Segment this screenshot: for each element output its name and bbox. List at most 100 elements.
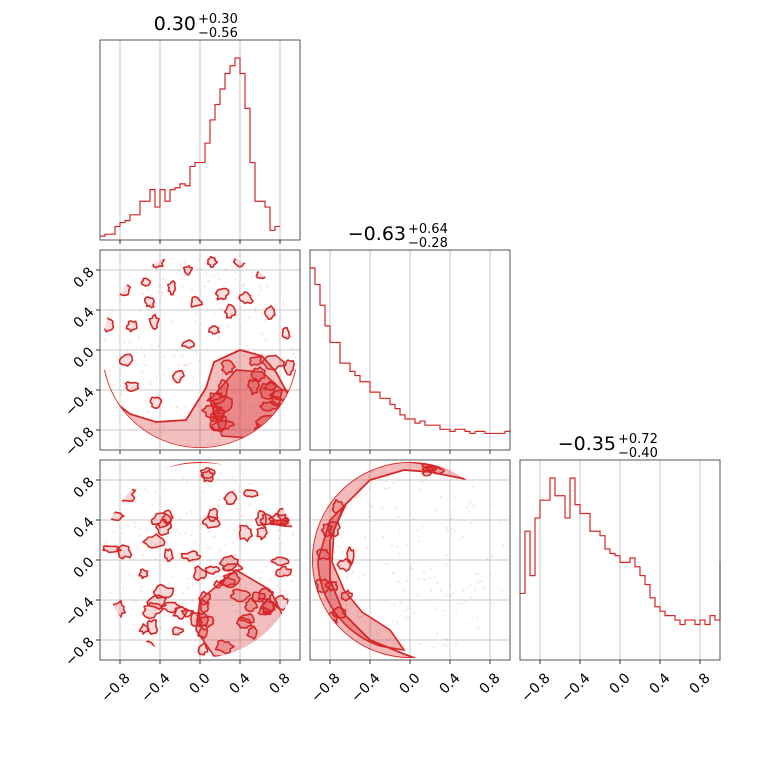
scatter-point [116, 545, 119, 548]
scatter-point [220, 575, 223, 578]
scatter-point [476, 482, 479, 485]
scatter-point [444, 563, 447, 566]
scatter-point [115, 441, 118, 444]
scatter-point [270, 351, 273, 354]
scatter-point [346, 576, 349, 579]
scatter-point [150, 541, 153, 544]
contour-blob [320, 523, 333, 538]
scatter-point [134, 273, 137, 276]
scatter-point [150, 547, 153, 550]
scatter-point [478, 463, 481, 466]
scatter-point [404, 610, 407, 613]
scatter-point [180, 285, 183, 288]
scatter-point [102, 565, 103, 568]
scatter-point [184, 532, 187, 535]
scatter-point [112, 404, 115, 407]
scatter-point [291, 635, 294, 638]
scatter-point [199, 517, 202, 520]
contour-blob [327, 611, 339, 630]
scatter-point [363, 574, 366, 577]
scatter-point [246, 376, 249, 379]
scatter-point [214, 619, 217, 622]
scatter-point [503, 471, 506, 474]
scatter-point [250, 604, 253, 607]
scatter-point [358, 493, 361, 496]
scatter-point [344, 507, 347, 510]
title-value: −0.35 [558, 433, 616, 455]
scatter-point [474, 645, 477, 648]
contour-blob [260, 599, 277, 616]
scatter-point [155, 490, 158, 493]
scatter-point [450, 594, 453, 597]
scatter-point [223, 564, 226, 567]
scatter-point [483, 476, 486, 479]
scatter-point [282, 490, 285, 493]
scatter-point [195, 354, 198, 357]
scatter-point [251, 275, 254, 278]
scatter-point [260, 332, 263, 335]
scatter-point [354, 496, 357, 499]
scatter-point [292, 425, 295, 428]
scatter-point [182, 277, 185, 280]
panel-title: −0.35 +0.72−0.40 [558, 432, 658, 461]
contour-blob [247, 377, 261, 396]
scatter-point [227, 325, 230, 328]
scatter-point [439, 589, 442, 592]
scatter-point [232, 391, 235, 394]
x-tick-label: 0.4 [647, 670, 674, 697]
scatter-point [269, 614, 272, 617]
scatter-point [154, 422, 157, 425]
scatter-point [219, 576, 222, 579]
scatter-point [163, 355, 166, 358]
scatter-point [393, 603, 396, 606]
scatter-point [434, 607, 437, 610]
scatter-point [296, 532, 298, 535]
scatter-point [159, 541, 162, 544]
x-tick-label: −0.4 [348, 670, 383, 705]
scatter-point [162, 373, 165, 376]
scatter-point [136, 644, 139, 647]
scatter-point [360, 468, 363, 471]
scatter-point [165, 254, 168, 257]
scatter-point [154, 543, 157, 546]
scatter-point [279, 513, 282, 516]
scatter-point [403, 589, 406, 592]
scatter-point [268, 531, 271, 534]
scatter-point [284, 387, 287, 390]
scatter-point [164, 312, 167, 315]
scatter-point [260, 312, 263, 315]
scatter-point [104, 637, 107, 640]
contour-blob [254, 509, 267, 528]
scatter-point [231, 389, 234, 392]
scatter-point [282, 491, 285, 494]
scatter-point [264, 338, 267, 341]
title-lower-error: −0.56 [198, 26, 238, 41]
scatter-point [121, 527, 124, 530]
scatter-point [237, 656, 240, 658]
scatter-point [213, 576, 216, 579]
scatter-point [446, 645, 449, 648]
contour-blob [118, 353, 134, 367]
scatter-point [416, 529, 419, 532]
scatter-point [240, 410, 243, 413]
scatter-point [122, 652, 125, 655]
scatter-point [326, 635, 329, 638]
scatter-point [184, 364, 187, 367]
scatter-point [321, 646, 324, 649]
scatter-point [252, 386, 255, 389]
x-tick-label: −0.4 [558, 670, 593, 705]
scatter-point [145, 489, 148, 492]
contour-blob [218, 554, 239, 572]
scatter-point [281, 357, 284, 360]
scatter-point [108, 252, 111, 254]
scatter-point [453, 496, 456, 499]
scatter-point [204, 627, 207, 630]
scatter-point [235, 361, 238, 364]
scatter-point [293, 516, 296, 519]
scatter-point [458, 655, 461, 658]
scatter-point [207, 530, 210, 533]
scatter-point [218, 278, 221, 281]
scatter-point [136, 546, 139, 549]
scatter-point [233, 649, 236, 652]
scatter-point [358, 616, 361, 619]
